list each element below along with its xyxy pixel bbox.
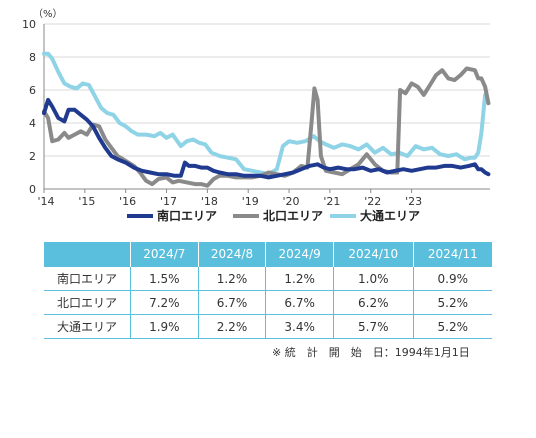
- table-cell: 1.0%: [332, 266, 414, 291]
- legend: 南口エリア 北口エリア 大通エリア: [127, 208, 420, 223]
- row-label: 大通エリア: [44, 314, 131, 339]
- legend-label: 南口エリア: [157, 208, 217, 223]
- table-header-cell: 2024/8: [198, 242, 267, 267]
- x-tick-label: '16: [119, 195, 136, 208]
- table-cell: 7.2%: [130, 290, 199, 315]
- unit-label: （%）: [33, 8, 63, 20]
- x-tick-label: '18: [201, 195, 218, 208]
- table-header-corner: [44, 242, 131, 267]
- table-cell: 1.2%: [197, 266, 267, 291]
- series-line-0: [42, 97, 491, 180]
- table-cell: 5.2%: [412, 290, 492, 315]
- legend-label: 北口エリア: [263, 208, 323, 223]
- grid: [44, 23, 490, 157]
- x-tick-label: '17: [160, 195, 177, 208]
- legend-label: 大通エリア: [360, 208, 420, 223]
- table-cell: 3.4%: [265, 314, 334, 339]
- table-cell: 6.7%: [197, 290, 267, 315]
- vacancy-table: 2024/7 2024/8 2024/9 2024/10 2024/11 南口エ…: [44, 242, 492, 339]
- row-label: 北口エリア: [44, 290, 131, 315]
- x-tick-label: '15: [78, 195, 95, 208]
- line-chart: （%） 0 2 4 6 8 10 '14 '15 '16 '17 '18 '19 '20 '21 '22 '23…: [22, 8, 491, 223]
- x-tick-label: '19: [242, 195, 259, 208]
- table-header-cell: 2024/7: [130, 242, 199, 267]
- table-cell: 1.9%: [130, 314, 199, 339]
- table-header-cell: 2024/10: [333, 242, 414, 267]
- y-tick-label: 2: [29, 150, 36, 163]
- table-header-row: 2024/7 2024/8 2024/9 2024/10 2024/11: [44, 242, 492, 267]
- y-tick-label: 6: [29, 84, 36, 97]
- table-row: 南口エリア 1.5% 1.2% 1.2% 1.0% 0.9%: [44, 266, 492, 291]
- table-row: 大通エリア 1.9% 2.2% 3.4% 5.7% 5.2%: [44, 314, 492, 339]
- table-cell: 1.5%: [130, 266, 199, 291]
- x-tick-label: '23: [405, 195, 422, 208]
- y-tick-label: 0: [29, 183, 36, 196]
- x-tick-label: '14: [37, 195, 54, 208]
- y-tick-label: 4: [29, 117, 36, 130]
- table-cell: 6.2%: [332, 290, 414, 315]
- x-tick-label: '22: [364, 195, 381, 208]
- y-tick-label: 10: [22, 18, 36, 31]
- table-header-cell: 2024/9: [265, 242, 334, 267]
- x-tick-label: '20: [283, 195, 300, 208]
- table-row: 北口エリア 7.2% 6.7% 6.7% 6.2% 5.2%: [44, 290, 492, 315]
- y-tick-label: 8: [29, 51, 36, 64]
- table-cell: 0.9%: [412, 266, 492, 291]
- table-header-cell: 2024/11: [413, 242, 492, 267]
- table-cell: 1.2%: [265, 266, 334, 291]
- series-line-2: [42, 51, 491, 177]
- axes: （%） 0 2 4 6 8 10 '14 '15 '16 '17 '18 '19 '20 '21 '22 '23: [22, 8, 490, 208]
- table-cell: 2.2%: [197, 314, 267, 339]
- table-cell: 6.7%: [265, 290, 334, 315]
- statistics-start-note: ※ 統 計 開 始 日：1994年1月1日: [272, 346, 470, 359]
- series-lines: [42, 51, 491, 188]
- table-cell: 5.7%: [332, 314, 414, 339]
- x-tick-label: '21: [323, 195, 340, 208]
- table-cell: 5.2%: [412, 314, 492, 339]
- row-label: 南口エリア: [44, 266, 131, 291]
